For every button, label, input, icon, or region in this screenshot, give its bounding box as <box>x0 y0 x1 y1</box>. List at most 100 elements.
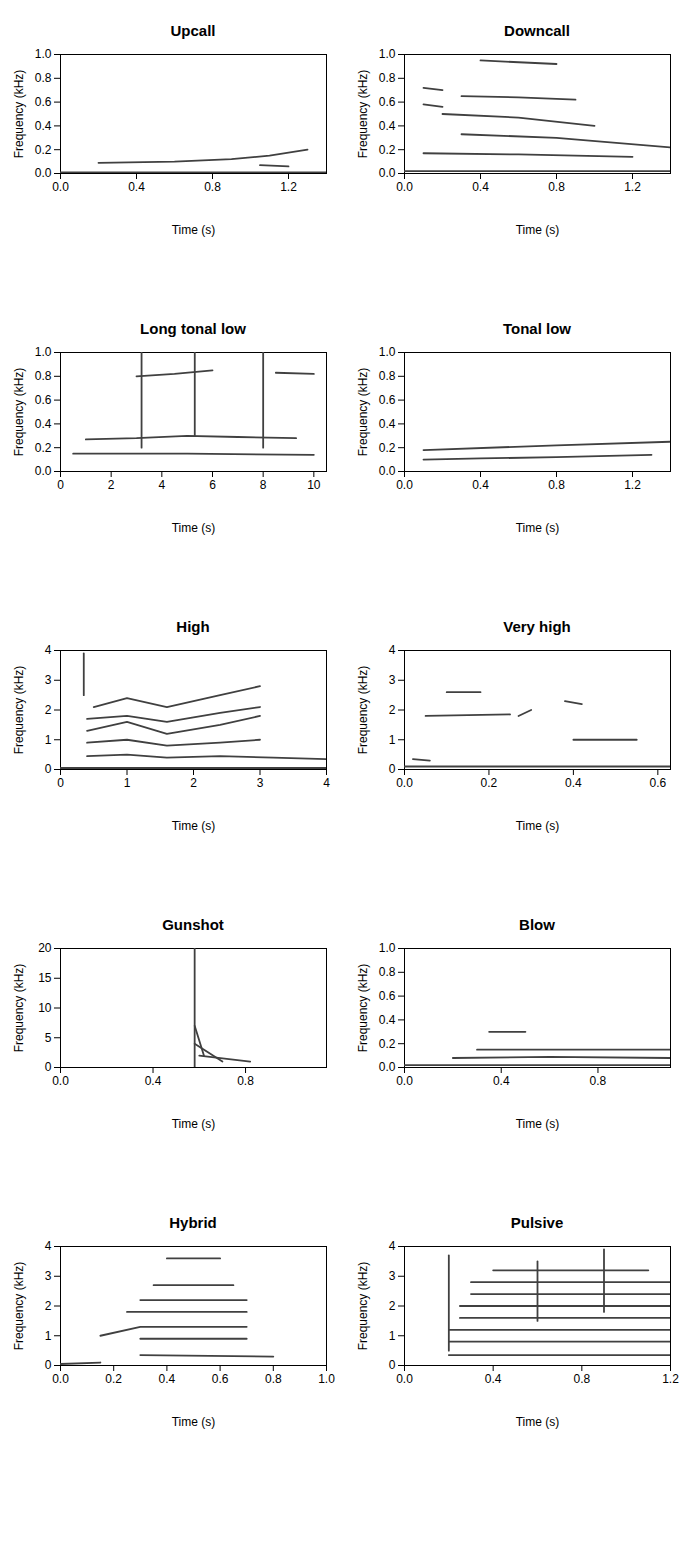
svg-text:0.4: 0.4 <box>128 180 145 194</box>
svg-text:0.4: 0.4 <box>35 417 52 431</box>
svg-text:4: 4 <box>158 478 165 492</box>
svg-text:0.4: 0.4 <box>145 1074 162 1088</box>
svg-text:2: 2 <box>108 478 115 492</box>
svg-text:10: 10 <box>307 478 321 492</box>
svg-text:0.0: 0.0 <box>396 478 413 492</box>
svg-text:1: 1 <box>45 733 52 747</box>
svg-text:0: 0 <box>45 1060 52 1074</box>
svg-text:0.4: 0.4 <box>493 1074 510 1088</box>
svg-text:0.8: 0.8 <box>265 1372 282 1386</box>
svg-text:0.8: 0.8 <box>35 369 52 383</box>
svg-text:0.0: 0.0 <box>396 1074 413 1088</box>
svg-text:Time (s): Time (s) <box>516 819 560 833</box>
svg-text:5: 5 <box>45 1031 52 1045</box>
svg-text:Frequency (kHz): Frequency (kHz) <box>356 666 370 755</box>
svg-text:Frequency (kHz): Frequency (kHz) <box>12 666 26 755</box>
svg-text:0.6: 0.6 <box>379 393 396 407</box>
svg-text:0.6: 0.6 <box>649 776 666 790</box>
svg-text:4: 4 <box>45 643 52 657</box>
svg-text:0.6: 0.6 <box>35 95 52 109</box>
svg-text:0.6: 0.6 <box>35 393 52 407</box>
svg-text:3: 3 <box>257 776 264 790</box>
svg-text:1: 1 <box>45 1329 52 1343</box>
svg-text:0.6: 0.6 <box>212 1372 229 1386</box>
svg-text:1.0: 1.0 <box>35 47 52 61</box>
svg-text:8: 8 <box>260 478 267 492</box>
svg-text:Frequency (kHz): Frequency (kHz) <box>356 964 370 1053</box>
svg-text:0.8: 0.8 <box>237 1074 254 1088</box>
svg-text:0.4: 0.4 <box>35 119 52 133</box>
svg-text:0.2: 0.2 <box>379 143 396 157</box>
svg-text:0.8: 0.8 <box>573 1372 590 1386</box>
svg-text:Frequency (kHz): Frequency (kHz) <box>356 1262 370 1351</box>
svg-text:Time (s): Time (s) <box>516 1117 560 1131</box>
svg-text:1.0: 1.0 <box>379 345 396 359</box>
svg-text:4: 4 <box>323 776 330 790</box>
svg-text:3: 3 <box>45 673 52 687</box>
svg-text:0.0: 0.0 <box>396 1372 413 1386</box>
svg-text:1.0: 1.0 <box>35 345 52 359</box>
svg-text:2: 2 <box>389 1299 396 1313</box>
svg-text:Frequency (kHz): Frequency (kHz) <box>12 368 26 457</box>
svg-text:3: 3 <box>389 1269 396 1283</box>
svg-text:Frequency (kHz): Frequency (kHz) <box>356 368 370 457</box>
svg-text:Time (s): Time (s) <box>516 1415 560 1429</box>
svg-text:0.0: 0.0 <box>396 776 413 790</box>
svg-text:0.0: 0.0 <box>52 180 69 194</box>
svg-text:1: 1 <box>389 733 396 747</box>
svg-text:0.8: 0.8 <box>35 71 52 85</box>
svg-text:0.8: 0.8 <box>548 478 565 492</box>
svg-text:Time (s): Time (s) <box>516 521 560 535</box>
svg-text:Time (s): Time (s) <box>516 223 560 237</box>
svg-text:0.0: 0.0 <box>52 1074 69 1088</box>
svg-text:0.4: 0.4 <box>159 1372 176 1386</box>
svg-text:0.8: 0.8 <box>548 180 565 194</box>
svg-text:10: 10 <box>38 1001 52 1015</box>
svg-text:0.4: 0.4 <box>379 1013 396 1027</box>
svg-text:20: 20 <box>38 941 52 955</box>
svg-text:0.0: 0.0 <box>35 166 52 180</box>
svg-text:0.6: 0.6 <box>379 989 396 1003</box>
svg-text:0: 0 <box>389 1358 396 1372</box>
svg-text:15: 15 <box>38 971 52 985</box>
svg-text:0.0: 0.0 <box>379 1060 396 1074</box>
svg-text:2: 2 <box>45 703 52 717</box>
svg-text:0.4: 0.4 <box>379 417 396 431</box>
svg-text:0: 0 <box>57 776 64 790</box>
svg-text:Frequency (kHz): Frequency (kHz) <box>12 1262 26 1351</box>
svg-text:0.8: 0.8 <box>590 1074 607 1088</box>
svg-text:0.4: 0.4 <box>472 478 489 492</box>
svg-text:1.2: 1.2 <box>624 180 641 194</box>
svg-text:1.2: 1.2 <box>662 1372 679 1386</box>
svg-text:0.0: 0.0 <box>396 180 413 194</box>
svg-text:1.0: 1.0 <box>379 941 396 955</box>
svg-text:0.6: 0.6 <box>379 95 396 109</box>
svg-text:Time (s): Time (s) <box>172 1117 216 1131</box>
svg-text:0.2: 0.2 <box>105 1372 122 1386</box>
svg-text:0: 0 <box>389 762 396 776</box>
svg-text:2: 2 <box>389 703 396 717</box>
svg-text:Frequency (kHz): Frequency (kHz) <box>12 964 26 1053</box>
svg-text:0.4: 0.4 <box>472 180 489 194</box>
svg-text:0.4: 0.4 <box>565 776 582 790</box>
svg-text:0.2: 0.2 <box>379 1037 396 1051</box>
svg-text:0.8: 0.8 <box>204 180 221 194</box>
svg-text:Time (s): Time (s) <box>172 521 216 535</box>
svg-text:0: 0 <box>57 478 64 492</box>
svg-text:0: 0 <box>45 1358 52 1372</box>
svg-text:1.2: 1.2 <box>280 180 297 194</box>
svg-text:4: 4 <box>389 643 396 657</box>
svg-text:1: 1 <box>389 1329 396 1343</box>
svg-text:1: 1 <box>124 776 131 790</box>
svg-text:Time (s): Time (s) <box>172 819 216 833</box>
svg-text:0.0: 0.0 <box>379 166 396 180</box>
svg-text:0.4: 0.4 <box>485 1372 502 1386</box>
svg-text:1.0: 1.0 <box>318 1372 335 1386</box>
svg-text:6: 6 <box>209 478 216 492</box>
svg-text:0.0: 0.0 <box>52 1372 69 1386</box>
svg-text:4: 4 <box>45 1239 52 1253</box>
svg-text:0.2: 0.2 <box>481 776 498 790</box>
svg-text:3: 3 <box>45 1269 52 1283</box>
svg-text:Frequency (kHz): Frequency (kHz) <box>356 70 370 159</box>
svg-text:0.8: 0.8 <box>379 71 396 85</box>
